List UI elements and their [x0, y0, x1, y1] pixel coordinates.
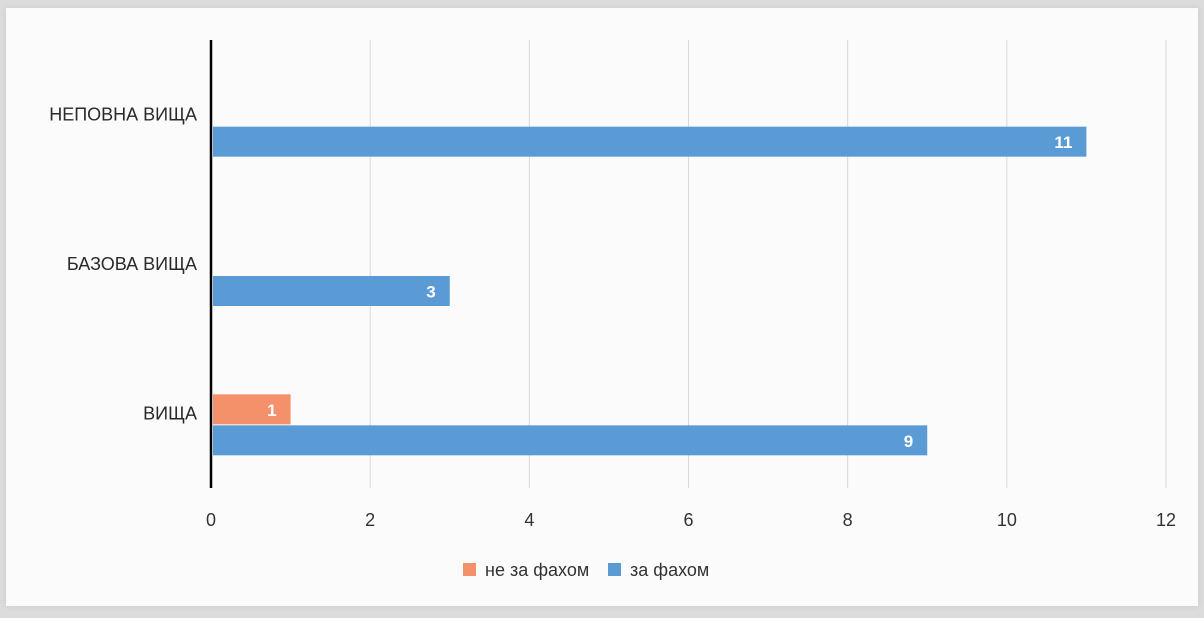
category-label: ВИЩА	[143, 403, 197, 423]
data-label: 3	[426, 283, 435, 302]
legend-label: не за фахом	[485, 560, 589, 580]
data-label: 1	[267, 401, 276, 420]
bar	[213, 276, 450, 306]
data-label: 9	[904, 432, 913, 451]
x-tick-label: 12	[1156, 510, 1176, 530]
bar	[213, 126, 1087, 157]
x-tick-label: 6	[683, 510, 693, 530]
data-label: 11	[1054, 133, 1072, 152]
chart-card: 0 2 4 6 8 10 12 ВИЩА 1 9 БАЗОВА ВИЩА 3 НЕПОВНА ВИЩА 1…	[6, 8, 1198, 606]
legend-swatch	[463, 563, 476, 576]
category-label: БАЗОВА ВИЩА	[67, 254, 197, 274]
category-label: НЕПОВНА ВИЩА	[49, 105, 197, 125]
legend-swatch	[608, 563, 621, 576]
x-tick-label: 2	[365, 510, 375, 530]
bar	[213, 425, 928, 456]
bar-chart: 0 2 4 6 8 10 12 ВИЩА 1 9 БАЗОВА ВИЩА 3 НЕПОВНА ВИЩА 1…	[49, 40, 1176, 580]
x-tick-label: 0	[206, 510, 216, 530]
x-tick-label: 8	[843, 510, 853, 530]
x-tick-label: 10	[997, 510, 1017, 530]
x-tick-label: 4	[524, 510, 534, 530]
legend-label: за фахом	[630, 560, 709, 580]
bar	[213, 394, 291, 425]
